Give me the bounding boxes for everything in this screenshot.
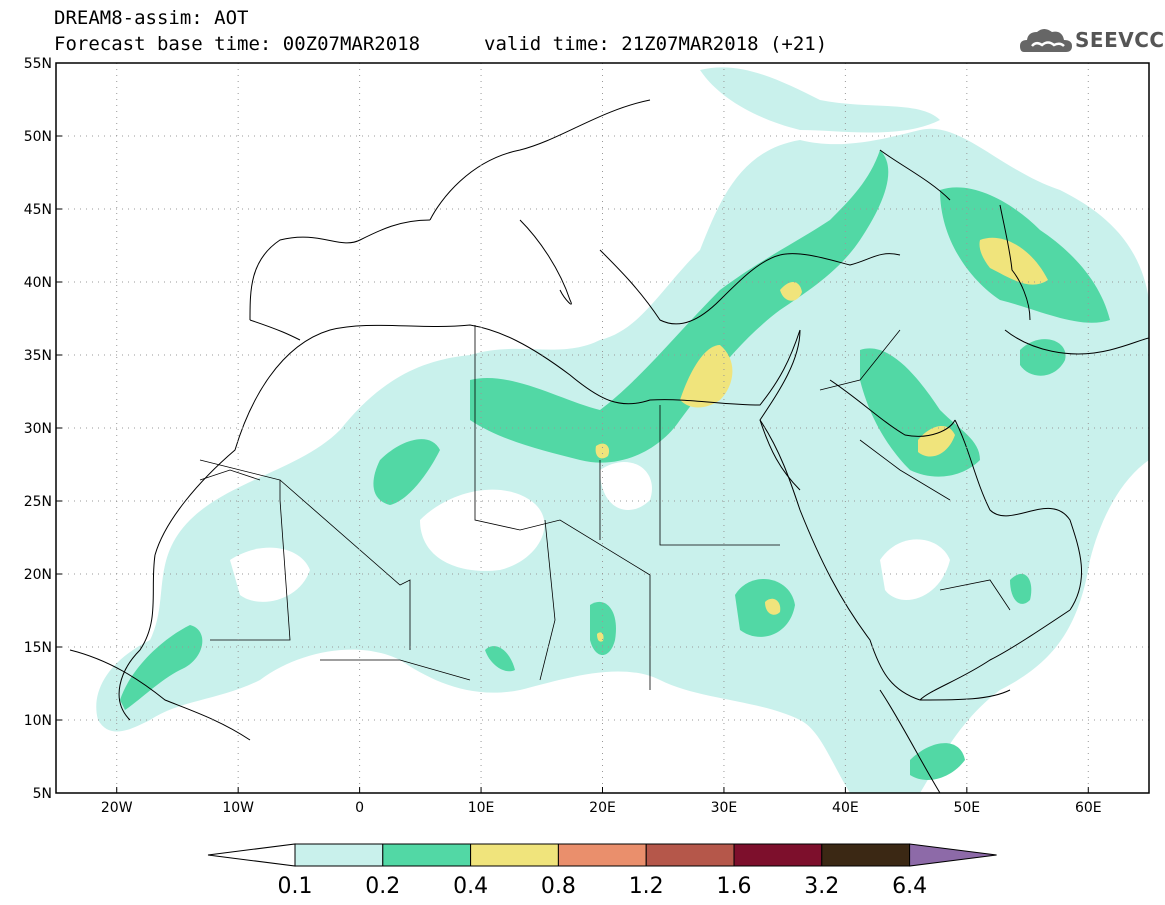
lon-label: 20E (589, 800, 616, 816)
colorbar-swatch (470, 843, 559, 867)
lat-label: 5N (33, 786, 52, 802)
lat-label: 20N (24, 567, 52, 583)
lat-label: 30N (24, 421, 52, 437)
cloud-icon (1020, 29, 1072, 52)
aot-shading (96, 67, 1149, 793)
lat-label: 45N (24, 202, 52, 218)
colorbar-label: 0.8 (541, 874, 576, 899)
lon-label: 60E (1075, 800, 1102, 816)
colorbar-swatch (733, 843, 823, 867)
lon-label: 30E (711, 800, 738, 816)
colorbar-swatch (294, 843, 384, 867)
longitude-labels: 20W 10W 0 10E 20E 30E 40E 50E 60E (101, 787, 1102, 816)
colorbar-label: 6.4 (892, 874, 927, 899)
coastlines (69, 99, 1149, 793)
colorbar-under-triangle (207, 843, 296, 867)
colorbar-swatch (821, 843, 911, 867)
lat-label: 40N (24, 275, 52, 291)
lon-label: 0 (355, 800, 364, 816)
colorbar-label: 0.4 (453, 874, 488, 899)
chart-title: DREAM8-assim: AOT (54, 7, 249, 29)
colorbar-over-triangle (909, 843, 997, 867)
lat-label: 35N (24, 348, 52, 364)
colorbar-label: 3.2 (804, 874, 839, 899)
lat-label: 55N (24, 56, 52, 72)
colorbar-swatch (645, 843, 735, 867)
lat-label: 25N (24, 494, 52, 510)
lon-label: 20W (101, 800, 133, 816)
valid-time: valid time: 21Z07MAR2018 (+21) (484, 33, 828, 55)
colorbar-label: 1.2 (629, 874, 664, 899)
colorbar-swatch (382, 843, 472, 867)
colorbar-label: 0.1 (278, 874, 313, 899)
colorbar-label: 1.6 (717, 874, 752, 899)
logo-text: SEEVCCC (1075, 28, 1165, 52)
lon-label: 50E (953, 800, 980, 816)
lon-label: 10E (468, 800, 495, 816)
colorbar: 0.1 0.2 0.4 0.8 1.2 1.6 3.2 6.4 (207, 843, 997, 899)
latitude-labels: 55N 50N 45N 40N 35N 30N 25N 20N 15N 10N 5N (24, 56, 62, 802)
lat-label: 10N (24, 713, 52, 729)
lon-label: 10W (222, 800, 254, 816)
borders (199, 325, 1011, 690)
colorbar-label: 0.2 (365, 874, 400, 899)
lon-label: 40E (832, 800, 859, 816)
forecast-base-time: Forecast base time: 00Z07MAR2018 (54, 33, 421, 55)
lat-label: 15N (24, 640, 52, 656)
lat-label: 50N (24, 129, 52, 145)
colorbar-swatch (557, 843, 647, 867)
